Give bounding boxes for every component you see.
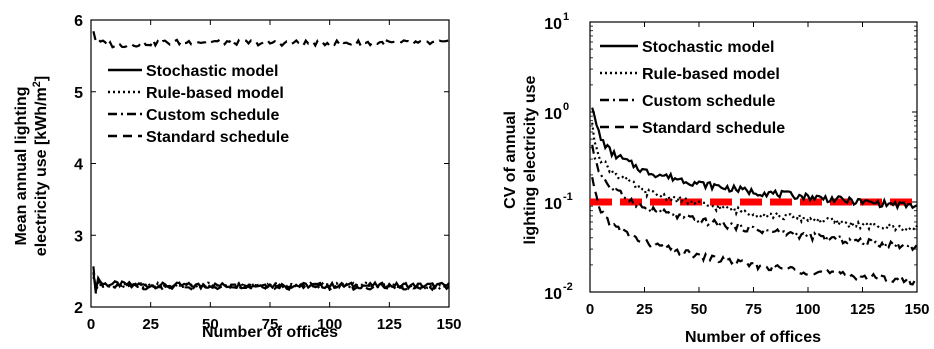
mean-lighting-chart: 0 25 50 75 100 125 150 2 3 4 5 6 Number of offices… <box>13 13 462 341</box>
y-tick-label: 4 <box>74 157 83 174</box>
y-tick-label: 2 <box>74 300 83 317</box>
y-tick-label: 10 <box>544 16 562 33</box>
x-tick-label: 150 <box>904 301 929 318</box>
legend: Stochastic model Rule-based model Custom s… <box>600 39 785 137</box>
legend-label: Standard schedule <box>642 120 785 137</box>
legend-label: Stochastic model <box>146 63 278 80</box>
x-tick-label: 50 <box>691 301 708 318</box>
legend-label: Custom schedule <box>642 93 775 110</box>
legend: Stochastic model Rule-based model Custom s… <box>108 63 289 146</box>
x-ticks: 0 25 50 75 100 125 150 <box>586 22 930 318</box>
x-ticks: 0 25 50 75 100 125 150 <box>87 20 462 333</box>
y-axis-label-line1: Mean annual lighting <box>13 86 30 245</box>
x-tick-label: 25 <box>142 316 159 333</box>
y-axis-label-sup: 2 <box>31 81 43 87</box>
x-tick-label: 75 <box>262 316 279 333</box>
y-tick-exponent: 1 <box>563 11 569 23</box>
x-tick-label: 0 <box>586 301 594 318</box>
x-tick-label: 50 <box>202 316 219 333</box>
series-line-rule-based-model <box>92 276 450 291</box>
x-tick-label: 125 <box>850 301 875 318</box>
series-line-standard-schedule <box>92 30 450 49</box>
y-axis-label-end: ] <box>33 76 50 81</box>
x-tick-label: 75 <box>745 301 762 318</box>
series-lines <box>92 30 450 294</box>
series-line-standard-schedule <box>591 176 918 286</box>
y-axis-label-main: electricity use [kWh/m <box>33 87 50 256</box>
legend-label: Standard schedule <box>146 129 289 146</box>
plot-frame <box>589 21 918 293</box>
y-tick-label: 10 <box>544 106 562 123</box>
y-tick-exponent: -2 <box>563 281 573 293</box>
y-tick-exponent: -1 <box>563 191 573 203</box>
legend-label: Stochastic model <box>642 39 774 56</box>
y-tick-label: 5 <box>74 85 83 102</box>
y-tick-label: 10 <box>544 196 562 213</box>
x-tick-label: 25 <box>636 301 653 318</box>
series-line-stochastic-model <box>591 107 918 211</box>
y-ticks: 2 3 4 5 6 <box>74 13 449 317</box>
y-tick-label: 3 <box>74 228 83 245</box>
y-tick-label: 6 <box>74 13 83 30</box>
x-tick-label: 0 <box>87 316 95 333</box>
legend-label: Custom schedule <box>146 107 279 124</box>
series-line-custom-schedule <box>92 266 450 294</box>
y-axis-label-line1: CV of annual <box>502 111 519 209</box>
y-tick-exponent: 0 <box>563 101 569 113</box>
x-tick-label: 100 <box>317 316 342 333</box>
x-axis-label: Number of offices <box>685 329 821 346</box>
series-line-rule-based-model <box>591 122 918 233</box>
x-tick-label: 125 <box>377 316 402 333</box>
legend-label: Rule-based model <box>146 85 284 102</box>
y-axis-label-line2: lighting electricity use <box>522 75 539 244</box>
legend-label: Rule-based model <box>642 66 780 83</box>
series-lines <box>591 107 918 286</box>
series-line-custom-schedule <box>591 144 918 252</box>
x-axis-label: Number of offices <box>202 324 338 341</box>
y-axis-label-line2: electricity use [kWh/m2] <box>31 76 50 256</box>
y-tick-label: 10 <box>544 286 562 303</box>
x-tick-label: 150 <box>436 316 461 333</box>
x-tick-label: 100 <box>795 301 820 318</box>
